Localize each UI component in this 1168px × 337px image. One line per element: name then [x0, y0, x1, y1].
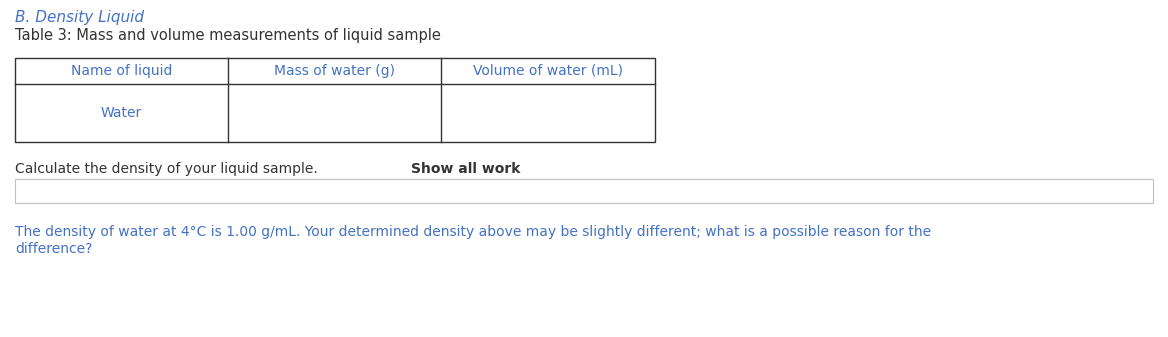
Text: B. Density Liquid: B. Density Liquid — [15, 10, 144, 25]
Text: Mass of water (g): Mass of water (g) — [274, 64, 395, 78]
Text: Show all work: Show all work — [411, 162, 521, 176]
Text: Table 3: Mass and volume measurements of liquid sample: Table 3: Mass and volume measurements of… — [15, 28, 440, 43]
Text: Calculate the density of your liquid sample.: Calculate the density of your liquid sam… — [15, 162, 322, 176]
Bar — [15, 179, 1153, 203]
Text: The density of water at 4°C is 1.00 g/mL. Your determined density above may be s: The density of water at 4°C is 1.00 g/mL… — [15, 225, 931, 239]
Text: Water: Water — [100, 106, 142, 120]
Text: Name of liquid: Name of liquid — [71, 64, 172, 78]
Text: difference?: difference? — [15, 242, 92, 256]
Text: Volume of water (mL): Volume of water (mL) — [473, 64, 623, 78]
Bar — [15, 58, 655, 142]
